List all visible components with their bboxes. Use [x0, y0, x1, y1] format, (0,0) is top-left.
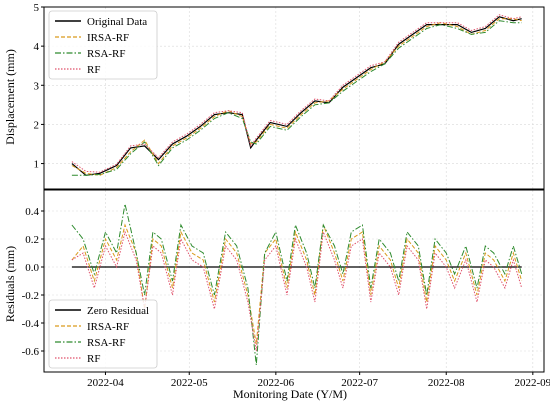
y-tick-label: 2	[34, 119, 40, 131]
series-line-residual-3	[71, 230, 523, 352]
residuals-axis-title: Residuals (mm)	[3, 246, 17, 322]
legend-layer: Original Data IRSA-RF RSA-RF RF Zero Residua…	[48, 10, 158, 369]
x-tick-label: 2022-06	[258, 377, 295, 389]
legend-label: IRSA-RF	[87, 32, 129, 44]
y-tick-label: 5	[34, 2, 40, 14]
series-line-displacement-2	[71, 20, 522, 176]
y-tick-label: 1	[34, 159, 40, 171]
y-tick-label: -0.2	[22, 290, 39, 302]
legend-label: RSA-RF	[87, 48, 126, 60]
x-tick-label: 2022-08	[428, 377, 465, 389]
y-tick-label: -0.6	[22, 346, 40, 358]
legend-label: Original Data	[87, 16, 147, 28]
legend-label: IRSA-RF	[87, 321, 129, 333]
frame-layer	[43, 6, 545, 373]
y-tick-label: 0.2	[25, 234, 39, 246]
legend-label: RSA-RF	[87, 337, 126, 349]
plot-frame	[43, 189, 545, 373]
series-line-displacement-1	[71, 18, 522, 176]
x-tick-label: 2022-05	[171, 377, 208, 389]
monitoring-date-axis-title: Monitoring Date (Y/M)	[233, 387, 347, 401]
y-tick-label: 4	[34, 41, 40, 53]
series-layer	[71, 14, 523, 366]
series-line-residual-1	[71, 223, 523, 345]
legend-box	[48, 299, 158, 369]
y-tick-label: 0.0	[25, 262, 39, 274]
x-tick-label: 2022-04	[87, 377, 124, 389]
displacement-axis-title: Displacement (mm)	[3, 49, 17, 145]
legend-label: RF	[87, 353, 100, 365]
x-tick-label: 2022-07	[341, 377, 378, 389]
plot-frame	[43, 6, 545, 190]
legend-label: Zero Residual	[87, 305, 149, 317]
y-tick-label: -0.4	[22, 318, 40, 330]
series-line-displacement-3	[71, 14, 522, 173]
y-tick-label: 0.4	[25, 206, 39, 218]
y-tick-label: 3	[34, 80, 40, 92]
legend-label: RF	[87, 64, 100, 76]
series-line-residual-2	[71, 203, 523, 366]
legend-box	[48, 10, 158, 80]
tick-layer: 1 2 3 4 5 -0.6 -0.4 -0.2 0.0 0.2 0.4 2022-04 2022-05…	[22, 2, 550, 389]
x-tick-label: 2022-09	[514, 377, 550, 389]
